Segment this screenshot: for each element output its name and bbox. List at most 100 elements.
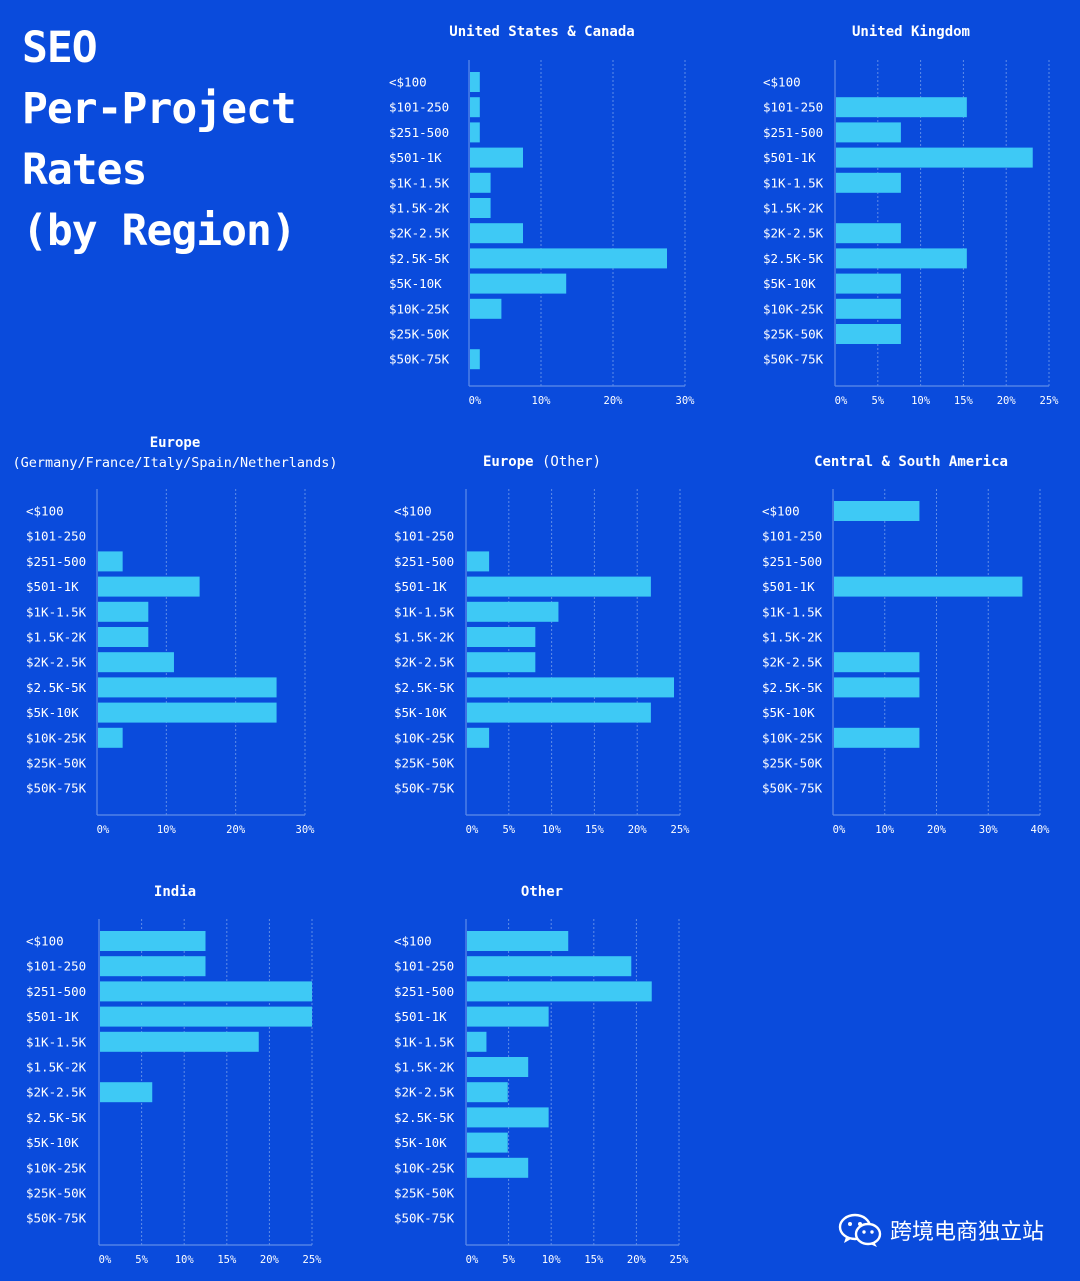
tick-label: 25% [1040, 395, 1060, 407]
category-label: $251-500 [394, 984, 454, 999]
category-label: $1K-1.5K [762, 604, 823, 619]
bar [470, 223, 523, 244]
bar [467, 1157, 529, 1178]
category-label: $2K-2.5K [389, 226, 450, 241]
category-label: $251-500 [26, 554, 86, 569]
chart-title: Europe [150, 435, 201, 451]
bar [467, 727, 490, 748]
category-label: $50K-75K [26, 781, 87, 796]
bar [470, 248, 667, 269]
bar [98, 627, 149, 647]
bar [98, 601, 149, 622]
category-label: $101-250 [394, 959, 454, 974]
tick-label: 0% [469, 395, 482, 407]
page-title-line: (by Region) [22, 206, 297, 256]
page-title-line: Rates [22, 145, 147, 195]
bar [834, 677, 920, 698]
chart-title: Europe (Other) [483, 454, 601, 470]
bar [470, 273, 567, 294]
bar [836, 298, 901, 319]
chart-title: Central & South America [814, 454, 1008, 470]
category-label: $50K-75K [394, 1211, 455, 1226]
category-label: $50K-75K [389, 352, 450, 367]
category-label: $251-500 [26, 984, 86, 999]
category-label: <$100 [763, 75, 801, 90]
category-label: $1K-1.5K [389, 175, 450, 190]
category-label: $1.5K-2K [26, 630, 87, 645]
category-label: $501-1K [26, 579, 79, 594]
chart-title: United Kingdom [852, 24, 970, 40]
category-label: <$100 [26, 934, 64, 949]
bar [467, 1132, 508, 1153]
category-label: $2.5K-5K [763, 251, 824, 266]
tick-label: 40% [1031, 824, 1051, 836]
bar [98, 677, 277, 698]
tick-label: 10% [542, 824, 562, 836]
category-label: $1.5K-2K [389, 201, 450, 216]
category-label: $25K-50K [394, 756, 455, 771]
bar [467, 576, 651, 597]
bar [470, 72, 480, 92]
tick-label: 5% [502, 1254, 515, 1266]
category-label: $2K-2.5K [763, 226, 824, 241]
bar [100, 931, 206, 951]
category-label: $50K-75K [763, 352, 824, 367]
bar [467, 1082, 508, 1103]
category-label: $101-250 [26, 959, 86, 974]
category-label: $2K-2.5K [762, 655, 823, 670]
bar [100, 1006, 312, 1027]
category-label: $251-500 [762, 554, 822, 569]
tick-label: 10% [911, 395, 931, 407]
category-label: $50K-75K [26, 1211, 87, 1226]
category-label: $1.5K-2K [394, 1060, 455, 1075]
category-label: $1.5K-2K [763, 201, 824, 216]
tick-label: 20% [628, 824, 648, 836]
tick-label: 20% [997, 395, 1017, 407]
tick-label: 0% [466, 824, 479, 836]
tick-label: 20% [627, 1254, 647, 1266]
category-label: $50K-75K [394, 781, 455, 796]
page-title-line: SEO [22, 23, 98, 73]
tick-label: 10% [157, 824, 177, 836]
category-label: $1K-1.5K [26, 1034, 87, 1049]
bar [836, 97, 967, 118]
bar [467, 956, 632, 977]
bar [98, 652, 174, 673]
bar [467, 1006, 549, 1027]
tick-label: 0% [97, 824, 110, 836]
bar [834, 501, 920, 521]
bar [98, 576, 200, 597]
bar [100, 956, 206, 977]
bar [470, 172, 491, 193]
bar [467, 551, 490, 572]
category-label: <$100 [762, 504, 800, 519]
bar [467, 981, 652, 1002]
category-label: $501-1K [26, 1009, 79, 1024]
bar [100, 1031, 259, 1052]
category-label: $1K-1.5K [763, 175, 824, 190]
category-label: $501-1K [762, 579, 815, 594]
tick-label: 30% [676, 395, 696, 407]
tick-label: 0% [466, 1254, 479, 1266]
bar [470, 97, 480, 118]
tick-label: 20% [260, 1254, 280, 1266]
bar [470, 147, 523, 168]
category-label: $5K-10K [394, 1135, 447, 1150]
category-label: $1.5K-2K [394, 630, 455, 645]
category-label: $2K-2.5K [394, 1085, 455, 1100]
wechat-icon [838, 1213, 882, 1247]
bar [467, 1107, 549, 1128]
category-label: $2.5K-5K [26, 1110, 87, 1125]
category-label: $2K-2.5K [394, 655, 455, 670]
tick-label: 25% [671, 824, 691, 836]
bar [834, 576, 1023, 597]
chart-title: Other [521, 884, 563, 900]
bar [98, 702, 277, 723]
category-label: $2.5K-5K [762, 680, 823, 695]
tick-label: 30% [979, 824, 999, 836]
category-label: $25K-50K [763, 327, 824, 342]
category-label: $2.5K-5K [394, 1110, 455, 1125]
category-label: $10K-25K [762, 730, 823, 745]
tick-label: 10% [532, 395, 552, 407]
